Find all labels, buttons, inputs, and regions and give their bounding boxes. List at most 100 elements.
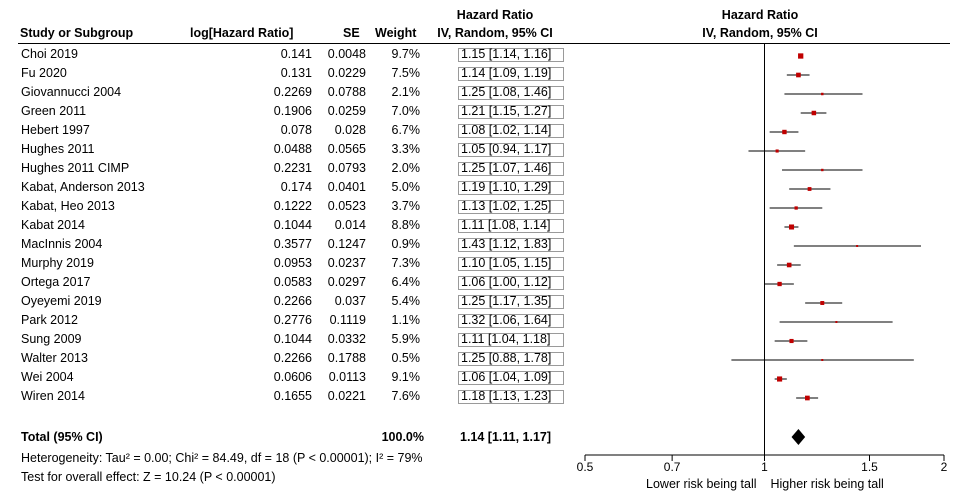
study-name: Fu 2020: [21, 66, 67, 80]
study-se: 0.0332: [327, 332, 366, 346]
point-estimate: [777, 281, 782, 287]
study-ci-box: [458, 295, 564, 309]
study-name: Choi 2019: [21, 47, 78, 61]
header-se: SE: [343, 26, 360, 40]
study-ci-text: 1.15 [1.14, 1.16]: [461, 47, 552, 61]
study-weight: 7.3%: [391, 256, 421, 270]
study-weight: 7.6%: [391, 389, 421, 403]
study-ci-text: 1.25 [1.07, 1.46]: [461, 161, 552, 175]
study-ci-box: [458, 143, 564, 157]
study-se: 0.014: [334, 218, 366, 232]
study-weight: 8.8%: [391, 218, 421, 232]
study-se: 0.028: [334, 123, 366, 137]
study-ci-box: [458, 314, 564, 328]
study-ci-text: 1.13 [1.02, 1.25]: [461, 199, 552, 213]
header-weight: Weight: [375, 26, 417, 40]
study-ci-text: 1.25 [1.08, 1.46]: [461, 85, 552, 99]
study-ci-text: 1.21 [1.15, 1.27]: [461, 104, 552, 118]
study-name: Wiren 2014: [21, 389, 85, 403]
study-se: 0.037: [334, 294, 366, 308]
study-se: 0.0237: [327, 256, 366, 270]
study-weight: 9.7%: [391, 47, 421, 61]
point-estimate: [821, 168, 824, 172]
study-ci-box: [458, 333, 564, 347]
study-log-hr: 0.174: [280, 180, 312, 194]
overall-effect-text: Test for overall effect: Z = 10.24 (P < …: [21, 470, 276, 484]
study-ci-box: [458, 48, 564, 62]
study-name: Oyeyemi 2019: [21, 294, 102, 308]
study-se: 0.0523: [327, 199, 366, 213]
study-ci-text: 1.05 [0.94, 1.17]: [461, 142, 552, 156]
study-ci-box: [458, 181, 564, 195]
study-ci-box: [458, 276, 564, 290]
header-plot-top: Hazard Ratio: [721, 8, 799, 22]
study-weight: 1.1%: [391, 313, 421, 327]
study-log-hr: 0.0606: [273, 370, 312, 384]
header-study: Study or Subgroup: [20, 26, 134, 40]
study-ci-box: [458, 67, 564, 81]
study-log-hr: 0.2269: [273, 85, 312, 99]
study-se: 0.0401: [327, 180, 366, 194]
study-se: 0.0259: [327, 104, 366, 118]
study-ci-box: [458, 238, 564, 252]
point-estimate: [796, 72, 801, 78]
study-se: 0.0048: [327, 47, 366, 61]
study-weight: 7.5%: [391, 66, 421, 80]
study-name: Wei 2004: [21, 370, 74, 384]
x-tick-label: 0.5: [577, 460, 594, 474]
study-ci-text: 1.11 [1.04, 1.18]: [461, 332, 551, 346]
study-log-hr: 0.141: [280, 47, 312, 61]
study-log-hr: 0.1222: [273, 199, 312, 213]
study-log-hr: 0.2266: [273, 294, 312, 308]
study-log-hr: 0.2776: [273, 313, 312, 327]
study-ci-text: 1.32 [1.06, 1.64]: [461, 313, 552, 327]
study-weight: 5.9%: [391, 332, 421, 346]
study-ci-box: [458, 352, 564, 366]
study-log-hr: 0.2231: [273, 161, 312, 175]
study-ci-text: 1.08 [1.02, 1.14]: [461, 123, 552, 137]
study-name: Ortega 2017: [21, 275, 91, 289]
study-se: 0.0221: [327, 389, 366, 403]
point-estimate: [786, 262, 792, 268]
study-ci-box: [458, 219, 564, 233]
study-name: Green 2011: [21, 104, 87, 118]
header-plot-method: IV, Random, 95% CI: [702, 26, 818, 40]
study-name: Kabat, Heo 2013: [21, 199, 115, 213]
study-se: 0.0297: [327, 275, 366, 289]
header-log-hr: log[Hazard Ratio]: [190, 26, 294, 40]
study-weight: 6.4%: [391, 275, 421, 289]
study-se: 0.0565: [327, 142, 366, 156]
study-ci-text: 1.14 [1.09, 1.19]: [461, 66, 552, 80]
study-weight: 0.5%: [391, 351, 421, 365]
study-ci-text: 1.25 [1.17, 1.35]: [461, 294, 552, 308]
point-estimate: [835, 321, 838, 323]
point-estimate: [789, 338, 794, 344]
study-weight: 7.0%: [391, 104, 421, 118]
point-estimate: [821, 359, 824, 361]
study-se: 0.0793: [327, 161, 366, 175]
point-estimate: [811, 110, 817, 116]
study-log-hr: 0.0583: [273, 275, 312, 289]
study-ci-box: [458, 86, 564, 100]
study-log-hr: 0.131: [280, 66, 312, 80]
study-name: Kabat 2014: [21, 218, 85, 232]
study-ci-text: 1.19 [1.10, 1.29]: [461, 180, 552, 194]
study-name: Walter 2013: [21, 351, 88, 365]
study-ci-text: 1.06 [1.04, 1.09]: [461, 370, 552, 384]
study-log-hr: 0.0953: [273, 256, 312, 270]
study-se: 0.1119: [329, 313, 366, 327]
study-ci-text: 1.11 [1.08, 1.14]: [461, 218, 551, 232]
study-ci-text: 1.06 [1.00, 1.12]: [461, 275, 552, 289]
point-estimate: [794, 206, 798, 210]
study-name: MacInnis 2004: [21, 237, 103, 251]
study-name: Hughes 2011 CIMP: [21, 161, 130, 175]
study-name: Park 2012: [21, 313, 78, 327]
study-log-hr: 0.1044: [273, 218, 312, 232]
study-ci-box: [458, 371, 564, 385]
header-hr-method: IV, Random, 95% CI: [437, 26, 553, 40]
study-log-hr: 0.1655: [273, 389, 312, 403]
study-name: Murphy 2019: [21, 256, 94, 270]
x-tick-label: 1: [761, 460, 768, 474]
study-ci-text: 1.18 [1.13, 1.23]: [461, 389, 552, 403]
point-estimate: [777, 376, 783, 382]
